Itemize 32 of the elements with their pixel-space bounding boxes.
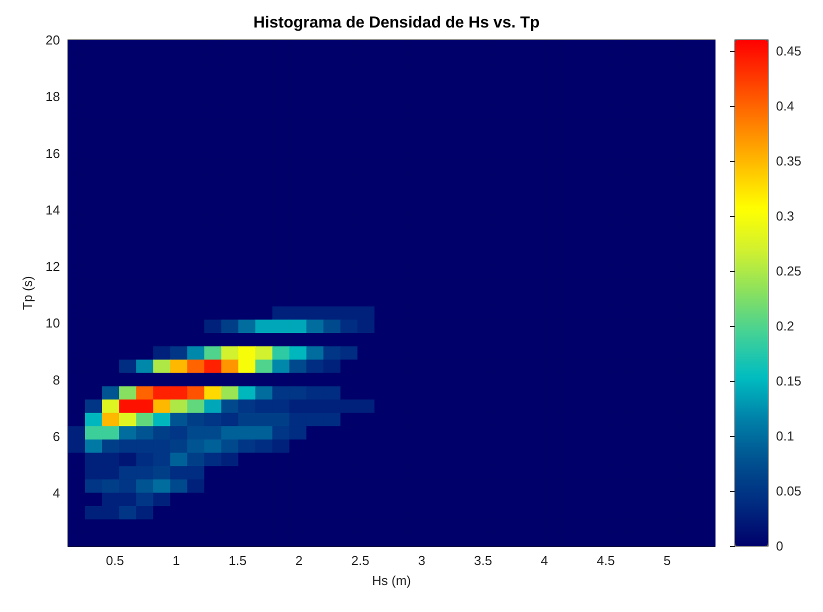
- y-tick-label: 18: [46, 89, 60, 104]
- color-bar-label: 0.3: [776, 208, 794, 224]
- x-tick-label: 5: [664, 553, 671, 568]
- y-tick-label: 4: [52, 486, 60, 501]
- color-bar-label: 0.45: [776, 44, 802, 58]
- chart-title: Histograma de Densidad de Hs vs. Tp: [253, 14, 540, 32]
- y-tick-label: 8: [52, 372, 60, 388]
- y-tick-label: 12: [46, 259, 60, 274]
- color-bar-label: 0: [776, 538, 784, 554]
- color-bar-label: 0.15: [776, 374, 802, 388]
- x-tick-label: 2.5: [351, 553, 370, 568]
- color-bar-label: 0.4: [776, 98, 794, 114]
- x-tick-label: 1: [172, 553, 180, 568]
- y-tick-label: 20: [46, 32, 60, 48]
- x-tick-label: 4.5: [596, 553, 615, 568]
- x-tick-label: 0.5: [106, 553, 124, 568]
- x-tick-label: 3.5: [474, 553, 492, 568]
- x-tick-label: 2: [295, 553, 303, 568]
- y-axis-title: Tp (s): [20, 276, 35, 310]
- x-tick-label: 4: [540, 553, 548, 568]
- y-tick-label: 16: [46, 146, 60, 161]
- y-tick-label: 14: [46, 202, 60, 218]
- y-tick-label: 10: [46, 316, 60, 331]
- x-tick-label: 3: [418, 553, 426, 568]
- x-axis-title: Hs (m): [372, 573, 411, 588]
- color-bar-label: 0.1: [776, 428, 794, 444]
- y-tick-label: 6: [52, 428, 60, 444]
- color-bar-label: 0.05: [776, 484, 802, 498]
- color-bar-label: 0.2: [776, 318, 794, 334]
- x-tick-label: 1.5: [228, 553, 247, 568]
- color-bar-label: 0.35: [776, 154, 802, 168]
- color-bar-label: 0.25: [776, 264, 802, 278]
